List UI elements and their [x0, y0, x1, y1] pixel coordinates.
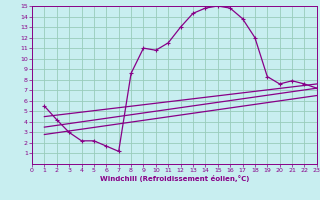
X-axis label: Windchill (Refroidissement éolien,°C): Windchill (Refroidissement éolien,°C)	[100, 175, 249, 182]
